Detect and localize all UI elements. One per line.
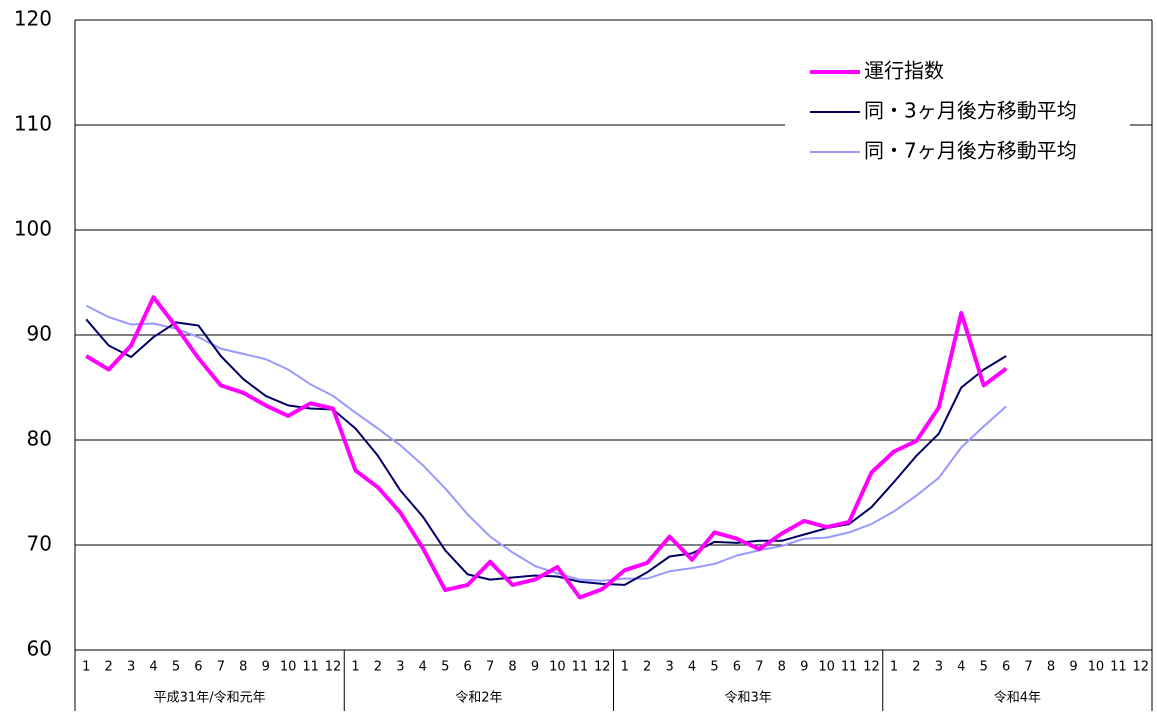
x-tick-label: 8 <box>1047 660 1055 675</box>
group-label: 令和2年 <box>455 691 502 706</box>
x-tick-label: 10 <box>818 660 835 675</box>
y-tick-label: 90 <box>27 322 52 346</box>
y-tick-label: 70 <box>27 532 52 556</box>
legend-background <box>785 45 1130 175</box>
x-tick-label: 12 <box>594 660 611 675</box>
x-tick-label: 9 <box>1069 660 1077 675</box>
x-tick-label: 3 <box>935 660 943 675</box>
x-tick-label: 1 <box>351 660 359 675</box>
x-tick-label: 11 <box>841 660 858 675</box>
x-tick-label: 4 <box>419 660 427 675</box>
x-tick-label: 7 <box>486 660 494 675</box>
x-tick-label: 2 <box>105 660 113 675</box>
legend-label: 同・3ヶ月後方移動平均 <box>864 99 1077 123</box>
x-tick-label: 7 <box>1024 660 1032 675</box>
x-tick-label: 6 <box>733 660 741 675</box>
x-tick-label: 10 <box>549 660 566 675</box>
x-tick-label: 3 <box>396 660 404 675</box>
x-tick-label: 4 <box>688 660 696 675</box>
group-label: 令和4年 <box>994 691 1041 706</box>
x-tick-label: 2 <box>912 660 920 675</box>
x-tick-label: 7 <box>755 660 763 675</box>
x-tick-label: 3 <box>127 660 135 675</box>
group-label: 令和3年 <box>724 691 771 706</box>
x-tick-label: 10 <box>1088 660 1105 675</box>
legend-label: 同・7ヶ月後方移動平均 <box>864 139 1077 163</box>
x-tick-label: 11 <box>302 660 319 675</box>
x-tick-label: 10 <box>280 660 297 675</box>
x-tick-label: 12 <box>1133 660 1150 675</box>
x-tick-label: 4 <box>957 660 965 675</box>
x-tick-label: 1 <box>890 660 898 675</box>
series-line <box>85 304 1007 582</box>
x-tick-label: 6 <box>194 660 202 675</box>
x-tick-label: 11 <box>1110 660 1127 675</box>
x-tick-label: 9 <box>262 660 270 675</box>
y-tick-label: 80 <box>27 427 52 451</box>
y-tick-label: 60 <box>27 637 52 661</box>
legend-label: 運行指数 <box>864 59 944 83</box>
x-tick-label: 8 <box>239 660 247 675</box>
x-tick-label: 5 <box>710 660 718 675</box>
series-line <box>85 318 1007 586</box>
x-tick-label: 8 <box>778 660 786 675</box>
x-tick-label: 5 <box>172 660 180 675</box>
x-tick-label: 9 <box>531 660 539 675</box>
x-tick-label: 6 <box>1002 660 1010 675</box>
x-tick-label: 1 <box>82 660 90 675</box>
group-label: 平成31年/令和元年 <box>154 691 266 706</box>
x-tick-label: 5 <box>441 660 449 675</box>
x-tick-label: 12 <box>863 660 880 675</box>
series-line <box>85 295 1008 600</box>
x-tick-label: 6 <box>464 660 472 675</box>
y-tick-label: 120 <box>14 7 52 31</box>
x-tick-label: 2 <box>643 660 651 675</box>
x-tick-label: 8 <box>508 660 516 675</box>
x-tick-label: 1 <box>621 660 629 675</box>
y-tick-label: 100 <box>14 217 52 241</box>
x-tick-label: 12 <box>325 660 342 675</box>
x-tick-label: 4 <box>149 660 157 675</box>
x-tick-label: 3 <box>665 660 673 675</box>
y-tick-label: 110 <box>14 112 52 136</box>
x-tick-label: 11 <box>572 660 589 675</box>
x-tick-label: 2 <box>374 660 382 675</box>
x-tick-label: 7 <box>217 660 225 675</box>
x-tick-label: 5 <box>980 660 988 675</box>
x-tick-label: 9 <box>800 660 808 675</box>
